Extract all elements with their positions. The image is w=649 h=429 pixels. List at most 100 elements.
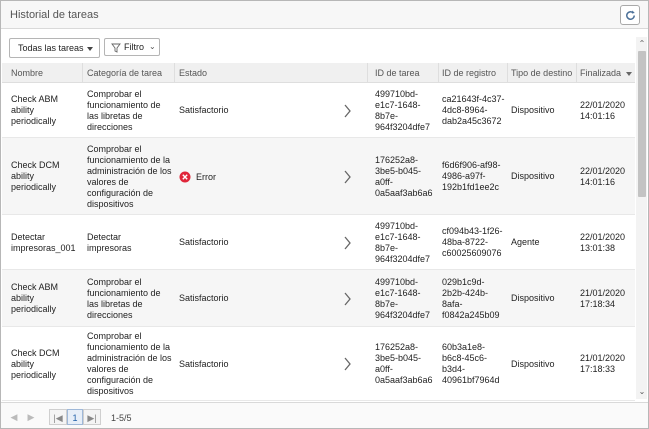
record-id-line: 8afa- xyxy=(442,299,463,309)
finished-date-line: 14:01:16 xyxy=(580,177,616,187)
chevron-down-icon xyxy=(87,47,93,51)
task-id-line: a0ff- xyxy=(375,177,393,187)
column-header-task-id[interactable]: ID de tarea xyxy=(375,68,420,78)
task-id-line: 0a5aaf3ab6a6 xyxy=(375,375,433,385)
scroll-down-icon[interactable]: ⌄ xyxy=(638,387,646,396)
record-id-line: b6c8-45c6- xyxy=(442,353,488,363)
column-header-destination[interactable]: Tipo de destino xyxy=(511,68,573,78)
table-row[interactable]: Check DCM ability periodically Comprobar el… xyxy=(2,327,635,401)
table-row[interactable]: Check ABM ability periodically Comprobar el… xyxy=(2,270,635,327)
task-name-line: ability xyxy=(11,359,35,369)
finished-date-line: 21/01/2020 xyxy=(580,288,626,298)
task-id-line: 499710bd- xyxy=(375,277,419,287)
error-icon xyxy=(179,171,191,183)
record-id-line: 192b1fd1ee2c xyxy=(442,182,500,192)
record-id-line: 60b3a1e8- xyxy=(442,342,486,352)
chevron-right-icon[interactable] xyxy=(342,356,352,372)
task-name-line: Check DCM xyxy=(11,160,60,170)
record-id: f6d6f906-af98- 4986-a97f- 192b1fd1ee2c xyxy=(442,160,507,193)
finished-date-line: 13:01:38 xyxy=(580,243,616,253)
filter-button[interactable]: Filtro ⌄ xyxy=(104,38,160,56)
finished-date-line: 17:18:33 xyxy=(580,364,616,374)
task-name: Check ABM ability periodically xyxy=(11,94,81,127)
scrollbar-thumb[interactable] xyxy=(638,51,646,197)
destination-type: Agente xyxy=(511,237,540,247)
chevron-right-icon[interactable] xyxy=(342,235,352,251)
task-state-label: Error xyxy=(196,171,216,182)
column-header-record-id[interactable]: ID de registro xyxy=(442,68,497,78)
task-name-line: Check ABM xyxy=(11,94,59,104)
table-row[interactable]: Detectar impresoras_001 Detectar impresoras… xyxy=(2,215,635,270)
task-state-label: Satisfactorio xyxy=(179,237,229,247)
table-row[interactable]: Check DCM ability periodically Comprobar el… xyxy=(2,138,635,215)
task-category: Detectar impresoras xyxy=(87,232,175,254)
task-name-line: Detectar xyxy=(11,232,46,242)
record-id: 029b1c9d- 2b2b-424b- 8afa-f0842a245b09 xyxy=(442,277,507,321)
task-filter-dropdown[interactable]: Todas las tareas xyxy=(9,38,100,58)
task-state: Satisfactorio xyxy=(179,359,289,370)
task-category: Comprobar el funcionamiento de la administ… xyxy=(87,144,175,210)
task-name-line: ability xyxy=(11,171,35,181)
refresh-button[interactable] xyxy=(620,5,640,25)
task-id-line: 3be5-b045- xyxy=(375,166,422,176)
task-category-line: Comprobar el xyxy=(87,277,142,287)
table-row[interactable]: Check ABM ability periodically Comprobar el… xyxy=(2,83,635,138)
page-range: 1-5/5 xyxy=(111,413,132,423)
task-name-line: ability xyxy=(11,105,35,115)
task-category-line: dispositivos xyxy=(87,386,134,396)
task-name-line: Check ABM xyxy=(11,282,59,292)
task-category-line: configuración de xyxy=(87,375,154,385)
task-id-line: 964f3204dfe7 xyxy=(375,122,431,132)
task-name: Check DCM ability periodically xyxy=(11,348,81,381)
task-category-line: Detectar xyxy=(87,232,122,242)
panel-title: Historial de tareas xyxy=(10,9,99,21)
finished-date: 21/01/2020 17:18:33 xyxy=(580,353,635,375)
task-id-line: a0ff- xyxy=(375,364,393,374)
task-id-line: 8b7e- xyxy=(375,299,399,309)
finished-date: 21/01/2020 17:18:34 xyxy=(580,288,635,310)
task-id-line: 3be5-b045- xyxy=(375,353,422,363)
column-header-category[interactable]: Categoría de tarea xyxy=(87,68,163,78)
task-category-line: funcionamiento de xyxy=(87,288,161,298)
double-chevron-down-icon: ⌄ xyxy=(149,42,156,51)
prev-page-icon[interactable]: ◀ xyxy=(10,412,18,422)
task-id-line: 964f3204dfe7 xyxy=(375,310,431,320)
record-id-line: 40961bf7964d xyxy=(442,375,500,385)
vertical-scrollbar[interactable]: ⌃ ⌄ xyxy=(636,37,647,399)
task-category-line: las libretas de xyxy=(87,299,143,309)
filter-label: Filtro xyxy=(124,42,144,52)
last-page-icon[interactable]: ▶| xyxy=(83,409,101,425)
scroll-up-icon[interactable]: ⌃ xyxy=(638,39,646,48)
first-page-icon[interactable]: |◀ xyxy=(49,409,67,425)
task-category: Comprobar el funcionamiento de las libreta… xyxy=(87,277,175,321)
task-name-line: periodically xyxy=(11,370,57,380)
task-state: Satisfactorio xyxy=(179,293,289,304)
finished-date-line: 14:01:16 xyxy=(580,111,616,121)
chevron-right-icon[interactable] xyxy=(342,169,352,185)
task-id-line: 0a5aaf3ab6a6 xyxy=(375,188,433,198)
task-name: Check DCM ability periodically xyxy=(11,160,81,193)
task-id-line: 964f3204dfe7 xyxy=(375,254,431,264)
record-id-line: dab2a45c3672 xyxy=(442,116,502,126)
finished-date: 22/01/2020 14:01:16 xyxy=(580,166,635,188)
chevron-right-icon[interactable] xyxy=(342,291,352,307)
record-id-line: 48ba-8722- xyxy=(442,237,489,247)
chevron-right-icon[interactable] xyxy=(342,103,352,119)
column-header-name[interactable]: Nombre xyxy=(11,68,44,78)
task-state: Satisfactorio xyxy=(179,105,289,116)
current-page-button[interactable]: 1 xyxy=(67,409,83,425)
record-id-line: f6d6f906-af98- xyxy=(442,160,501,170)
column-header-finished[interactable]: Finalizada xyxy=(580,68,633,78)
task-id: 499710bd-e1c7-1648- 8b7e- 964f3204dfe7 xyxy=(375,277,437,321)
task-state-label: Satisfactorio xyxy=(179,293,229,303)
pagination-bar: ◀ ▶ |◀ 1 ▶| 1-5/5 xyxy=(1,402,648,428)
task-id-line: 176252a8- xyxy=(375,342,419,352)
record-id-line: 4dc8-8964- xyxy=(442,105,488,115)
finished-label: Finalizada xyxy=(580,68,622,78)
column-header-state[interactable]: Estado xyxy=(179,68,208,78)
finished-date-line: 22/01/2020 xyxy=(580,232,626,242)
next-page-icon[interactable]: ▶ xyxy=(27,412,35,422)
task-id-line: 176252a8- xyxy=(375,155,419,165)
task-category-line: Comprobar el xyxy=(87,89,142,99)
